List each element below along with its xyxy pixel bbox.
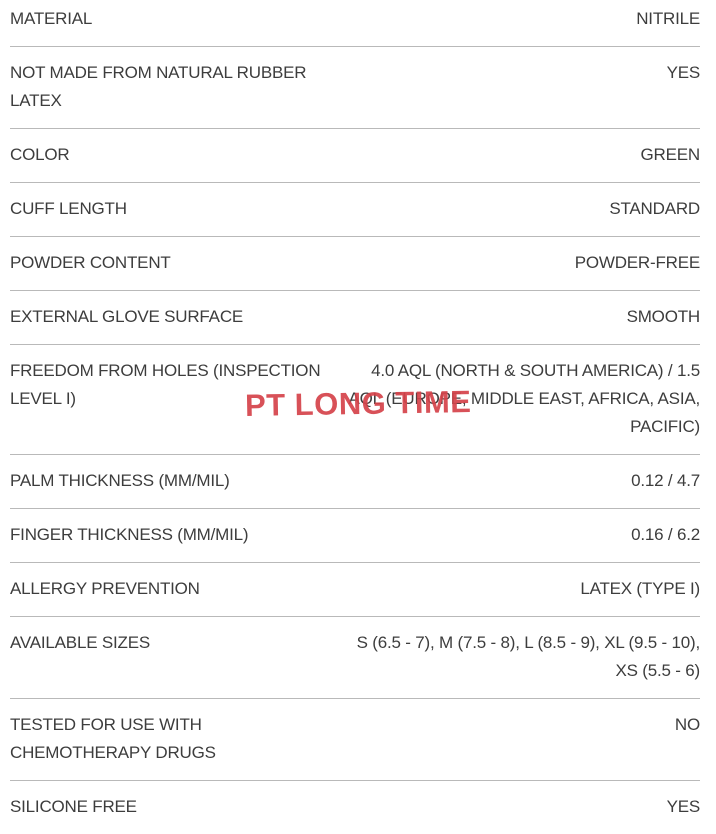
spec-value: 0.12 / 4.7	[631, 471, 700, 490]
spec-value: SMOOTH	[626, 307, 701, 326]
spec-label: NOT MADE FROM NATURAL RUBBER LATEX	[10, 63, 307, 110]
spec-row: FREEDOM FROM HOLES (INSPECTION LEVEL I) …	[10, 345, 700, 455]
spec-value: YES	[666, 797, 701, 816]
spec-label: CUFF LENGTH	[10, 199, 127, 218]
spec-row: AVAILABLE SIZES S (6.5 - 7), M (7.5 - 8)…	[10, 617, 700, 699]
spec-label: AVAILABLE SIZES	[10, 633, 150, 652]
spec-value: S (6.5 - 7), M (7.5 - 8), L (8.5 - 9), X…	[356, 633, 701, 680]
spec-label: PALM THICKNESS (MM/MIL)	[10, 471, 230, 490]
spec-row: TESTED FOR USE WITH CHEMOTHERAPY DRUGS N…	[10, 699, 700, 781]
spec-label: TESTED FOR USE WITH CHEMOTHERAPY DRUGS	[10, 715, 216, 762]
spec-row: PALM THICKNESS (MM/MIL) 0.12 / 4.7	[10, 455, 700, 509]
spec-row: FINGER THICKNESS (MM/MIL) 0.16 / 6.2	[10, 509, 700, 563]
spec-label: SILICONE FREE	[10, 797, 137, 816]
spec-label: FREEDOM FROM HOLES (INSPECTION LEVEL I)	[10, 361, 321, 408]
spec-row: SILICONE FREE YES	[10, 781, 700, 834]
spec-label: ALLERGY PREVENTION	[10, 579, 200, 598]
spec-label: FINGER THICKNESS (MM/MIL)	[10, 525, 249, 544]
spec-row: MATERIAL NITRILE	[10, 0, 700, 47]
spec-value: NITRILE	[636, 9, 700, 28]
spec-value: STANDARD	[609, 199, 700, 218]
spec-row: NOT MADE FROM NATURAL RUBBER LATEX YES	[10, 47, 700, 129]
spec-value: 0.16 / 6.2	[631, 525, 700, 544]
spec-row: COLOR GREEN	[10, 129, 700, 183]
spec-value: LATEX (TYPE I)	[580, 579, 700, 598]
spec-value: NO	[674, 715, 700, 734]
spec-value: GREEN	[640, 145, 701, 164]
spec-row: POWDER CONTENT POWDER-FREE	[10, 237, 700, 291]
spec-value: 4.0 AQL (NORTH & SOUTH AMERICA) / 1.5 AQ…	[348, 361, 701, 436]
spec-label: COLOR	[10, 145, 70, 164]
spec-value: YES	[666, 63, 701, 82]
spec-row: CUFF LENGTH STANDARD	[10, 183, 700, 237]
spec-label: EXTERNAL GLOVE SURFACE	[10, 307, 244, 326]
spec-value: POWDER-FREE	[574, 253, 701, 272]
spec-label: POWDER CONTENT	[10, 253, 171, 272]
spec-label: MATERIAL	[10, 9, 93, 28]
spec-row: ALLERGY PREVENTION LATEX (TYPE I)	[10, 563, 700, 617]
spec-row: EXTERNAL GLOVE SURFACE SMOOTH	[10, 291, 700, 345]
